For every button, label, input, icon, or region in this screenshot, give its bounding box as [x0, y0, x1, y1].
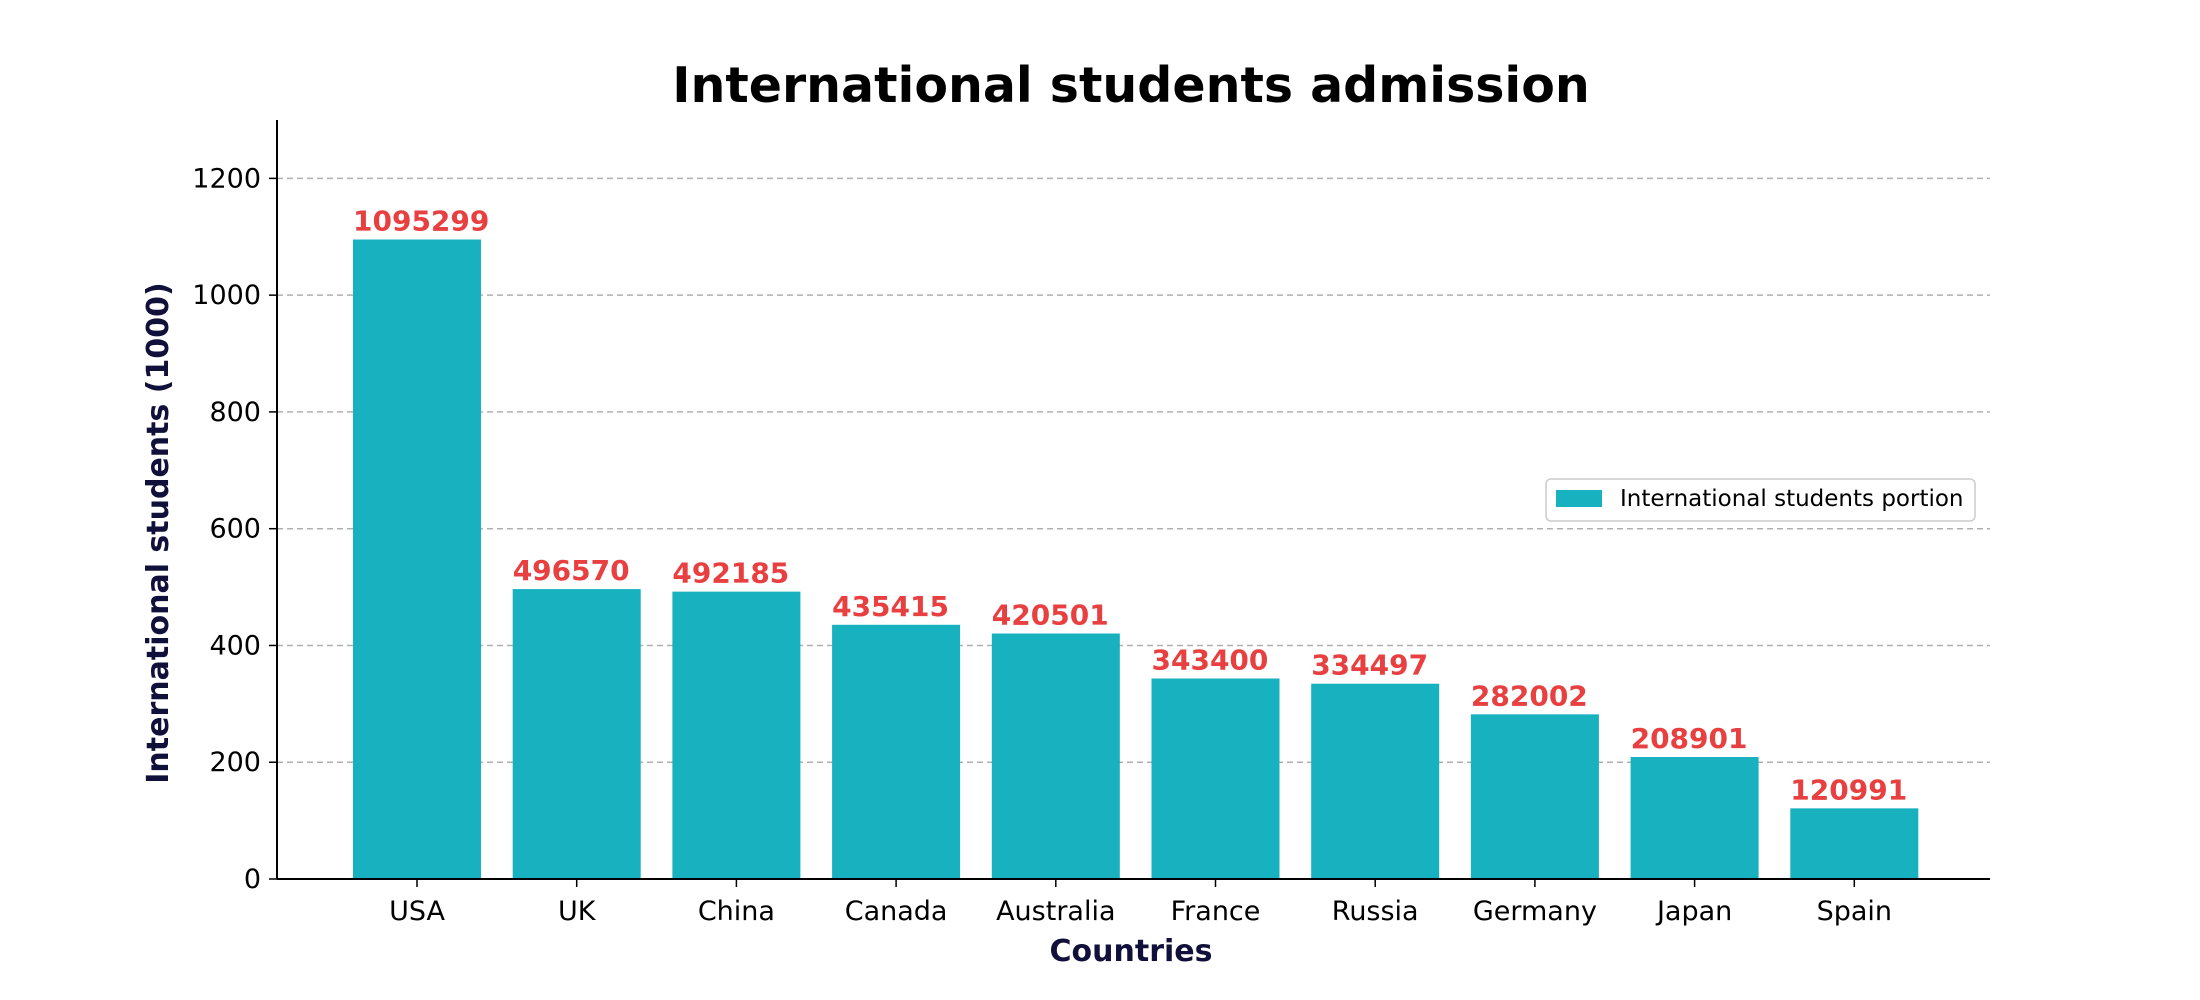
- data-label-russia: 334497: [1311, 649, 1428, 682]
- data-labels: 1095299 496570 492185 435415 420501 343400 334…: [353, 205, 1907, 807]
- y-tick-label: 800: [209, 397, 261, 428]
- y-ticks: 0 200 400 600 800 1000 1200: [192, 163, 277, 895]
- bar-japan: [1630, 757, 1759, 879]
- legend-label: International students portion: [1620, 486, 1964, 512]
- x-axis-label: Countries: [1050, 934, 1213, 969]
- bar-uk: [512, 589, 641, 879]
- bars: [353, 239, 1919, 879]
- y-axis-label: International students (1000): [141, 282, 176, 783]
- y-tick-label: 200: [209, 747, 261, 778]
- y-tick-label: 600: [209, 514, 261, 545]
- x-tick-label-australia: Australia: [996, 896, 1115, 927]
- data-label-germany: 282002: [1471, 679, 1588, 712]
- legend-swatch: [1556, 490, 1602, 507]
- data-label-australia: 420501: [992, 598, 1109, 631]
- data-label-uk: 496570: [513, 554, 630, 587]
- x-tick-label-china: China: [698, 896, 775, 927]
- bar-usa: [353, 239, 481, 879]
- bar-russia: [1311, 683, 1440, 879]
- data-label-usa: 1095299: [353, 205, 489, 238]
- x-tick-label-spain: Spain: [1817, 896, 1892, 927]
- y-tick-label: 1000: [192, 280, 261, 311]
- data-label-china: 492185: [672, 557, 789, 590]
- x-tick-label-france: France: [1171, 896, 1261, 927]
- y-tick-label: 1200: [192, 163, 261, 194]
- legend-frame: [1545, 478, 1976, 522]
- x-tick-label-canada: Canada: [845, 896, 948, 927]
- data-label-spain: 120991: [1790, 773, 1907, 806]
- bar-germany: [1470, 714, 1599, 879]
- x-tick-label-uk: UK: [558, 896, 597, 927]
- x-tick-label-germany: Germany: [1473, 896, 1597, 927]
- x-tick-label-usa: USA: [389, 896, 445, 927]
- y-tick-label: 0: [244, 864, 261, 895]
- bar-china: [672, 591, 801, 879]
- y-tick-label: 400: [209, 630, 261, 661]
- x-tick-label-japan: Japan: [1655, 896, 1732, 927]
- data-label-japan: 208901: [1631, 722, 1748, 755]
- data-label-france: 343400: [1152, 644, 1269, 677]
- chart-title: International students admission: [672, 57, 1590, 114]
- bar-canada: [832, 624, 961, 879]
- data-label-canada: 435415: [832, 590, 949, 623]
- bar-australia: [991, 633, 1120, 879]
- x-ticks: USA UK China Canada Australia France Russia Ger…: [389, 879, 1892, 927]
- x-tick-label-russia: Russia: [1332, 896, 1419, 927]
- bar-spain: [1790, 808, 1919, 879]
- legend: International students portion: [1545, 478, 1976, 522]
- bar-france: [1151, 678, 1280, 879]
